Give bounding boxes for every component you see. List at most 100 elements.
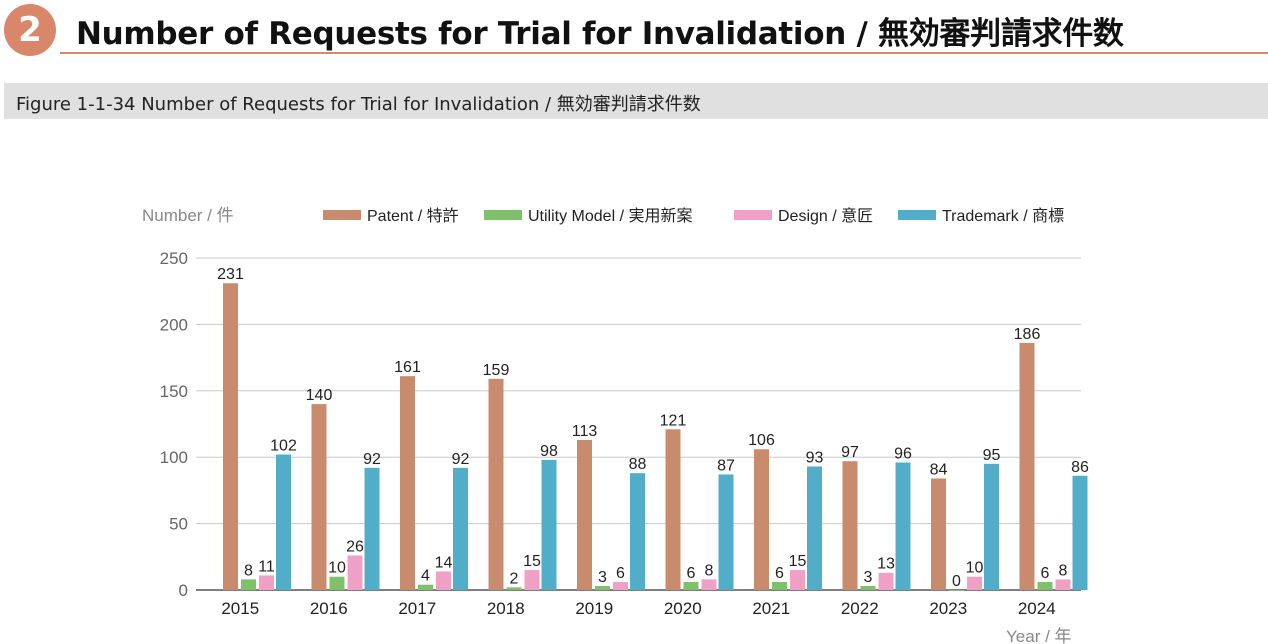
bar-value-label: 98 xyxy=(540,443,558,460)
legend: Patent / 特許 Utility Model / 実用新案 Design / … xyxy=(323,206,1064,225)
bar-value-label: 140 xyxy=(306,387,333,404)
y-tick-label: 100 xyxy=(160,448,188,467)
bar-value-label: 3 xyxy=(598,569,607,586)
legend-label: Patent / 特許 xyxy=(367,207,459,225)
bar xyxy=(718,474,734,590)
x-tick-label: 2023 xyxy=(929,599,967,618)
y-axis-label: Number / 件 xyxy=(142,206,234,225)
bar xyxy=(630,473,645,590)
bar-value-label: 6 xyxy=(616,565,625,582)
bars xyxy=(223,283,1088,591)
y-tick-label: 150 xyxy=(160,382,188,401)
bar-value-label: 87 xyxy=(717,457,735,474)
bar xyxy=(665,429,681,590)
bar-value-label: 10 xyxy=(328,560,346,577)
bar xyxy=(436,571,451,590)
bar-value-label: 6 xyxy=(687,565,696,582)
x-tick-label: 2024 xyxy=(1018,599,1056,618)
bar xyxy=(949,590,964,591)
x-tick-label: 2020 xyxy=(664,599,702,618)
bar xyxy=(967,576,982,590)
bar xyxy=(931,478,946,590)
bar xyxy=(347,555,363,590)
bar xyxy=(311,404,327,590)
bar xyxy=(613,582,628,590)
bar-value-label: 8 xyxy=(705,562,714,579)
section-header: 2 Number of Requests for Trial for Inval… xyxy=(0,0,1268,60)
bar-value-label: 11 xyxy=(258,558,275,575)
bar-value-label: 13 xyxy=(877,556,895,573)
legend-label: Trademark / 商標 xyxy=(942,207,1064,225)
legend-item: Utility Model / 実用新案 xyxy=(484,207,692,225)
legend-item: Patent / 特許 xyxy=(323,207,459,225)
bar-value-label: 14 xyxy=(435,554,453,571)
bar-value-label: 88 xyxy=(629,456,647,473)
figure-title: Figure 1-1-34 Number of Requests for Tri… xyxy=(16,94,701,115)
bar-value-label: 102 xyxy=(270,438,297,455)
bar-value-label: 6 xyxy=(1041,565,1050,582)
bar-value-label: 159 xyxy=(483,362,510,379)
y-tick-label: 0 xyxy=(179,581,188,600)
y-tick-label: 50 xyxy=(169,515,188,534)
header-rule xyxy=(60,52,1268,54)
bar-value-label: 84 xyxy=(930,461,948,478)
bar-value-label: 10 xyxy=(966,560,984,577)
bar xyxy=(807,466,822,590)
figure-caption-bar: Figure 1-1-34 Number of Requests for Tri… xyxy=(4,83,1268,119)
bar-value-label: 3 xyxy=(864,569,873,586)
bar-value-label: 92 xyxy=(452,451,470,468)
bar-value-label: 231 xyxy=(217,266,244,283)
bar-value-label: 93 xyxy=(806,449,824,466)
legend-swatch xyxy=(898,210,936,220)
x-tick-label: 2015 xyxy=(221,599,259,618)
legend-item: Design / 意匠 xyxy=(734,206,873,225)
y-tick-label: 200 xyxy=(160,315,188,334)
bar xyxy=(878,572,894,590)
legend-label: Utility Model / 実用新案 xyxy=(528,207,692,225)
bar xyxy=(453,467,468,590)
bar xyxy=(577,439,592,590)
x-axis-ticks: 2015 2016 2017 2018 2019 2020 2021 2022 2023 2024 xyxy=(221,599,1055,618)
bar xyxy=(860,586,876,590)
bar-value-label: 0 xyxy=(952,573,961,590)
bar xyxy=(488,378,504,590)
bar xyxy=(1055,579,1071,590)
bar xyxy=(754,449,769,590)
bar-value-label: 161 xyxy=(394,359,421,376)
bar xyxy=(1037,582,1053,590)
bar-value-label: 15 xyxy=(523,553,541,570)
bar xyxy=(506,587,522,590)
section-number-badge: 2 xyxy=(4,4,56,56)
bar xyxy=(364,467,380,590)
bar xyxy=(329,576,345,590)
bar-value-label: 113 xyxy=(572,423,598,440)
bar-value-label: 26 xyxy=(346,538,364,555)
legend-swatch xyxy=(484,210,522,220)
bar xyxy=(701,579,717,590)
bar-value-label: 86 xyxy=(1071,459,1089,476)
bar xyxy=(1019,342,1035,590)
bar xyxy=(595,586,610,590)
bar xyxy=(842,461,858,590)
bar xyxy=(259,575,274,590)
bar-value-label: 4 xyxy=(421,568,430,585)
x-tick-label: 2016 xyxy=(310,599,348,618)
x-tick-label: 2019 xyxy=(575,599,613,618)
bar-value-label: 8 xyxy=(244,562,253,579)
bar xyxy=(241,579,256,590)
bar xyxy=(276,454,291,590)
bar-value-label: 106 xyxy=(748,432,775,449)
bar xyxy=(524,570,540,590)
x-tick-label: 2022 xyxy=(841,599,879,618)
bar-value-label: 6 xyxy=(775,565,784,582)
x-tick-label: 2017 xyxy=(398,599,436,618)
legend-swatch xyxy=(734,210,772,220)
bar-value-label: 8 xyxy=(1059,562,1068,579)
bar-value-label: 186 xyxy=(1014,326,1041,343)
bar xyxy=(400,376,415,590)
bar-value-label: 96 xyxy=(894,446,912,463)
bar xyxy=(418,584,433,590)
bar xyxy=(772,582,787,590)
